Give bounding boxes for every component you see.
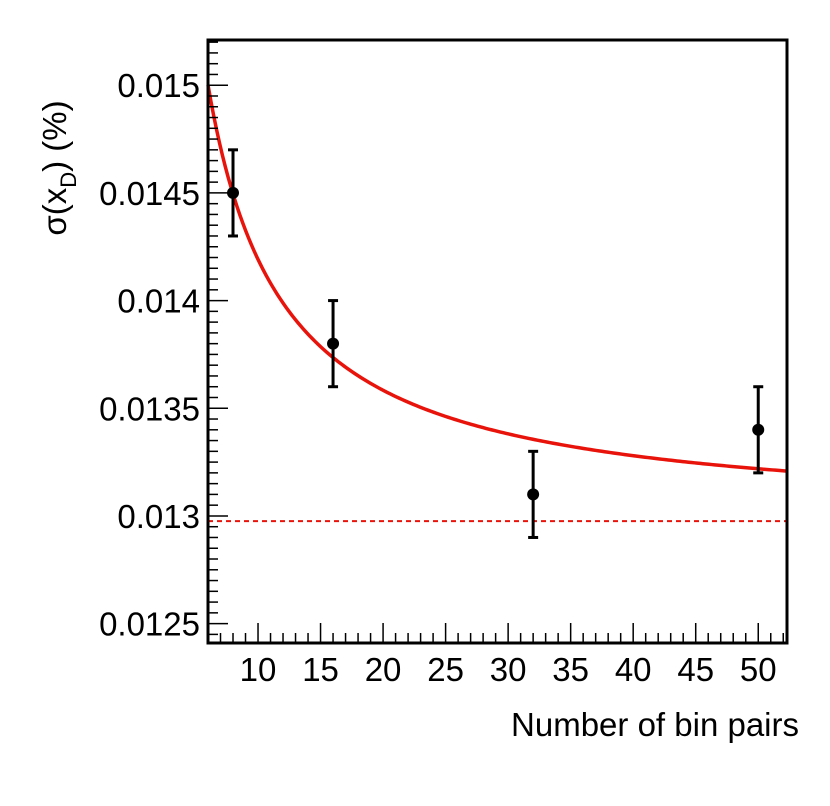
data-marker — [752, 423, 765, 436]
y-tick-label: 0.013 — [117, 498, 200, 535]
x-tick-label: 40 — [615, 651, 652, 688]
data-point-1 — [227, 148, 240, 238]
y-tick-label: 0.0145 — [99, 175, 200, 212]
y-axis-title: σ(xD) (%) — [36, 100, 81, 235]
y-axis-title-tail: ) (%) — [36, 100, 73, 171]
y-tick-label: 0.015 — [117, 67, 200, 104]
labels-layer: 10 15 20 25 30 35 40 45 50 0.0125 0.013 0.0135 0.014… — [99, 67, 777, 688]
x-axis-title: Number of bin pairs — [511, 706, 799, 743]
fit-curve — [206, 84, 788, 473]
y-tick-label: 0.0135 — [99, 390, 200, 427]
data-point-3 — [527, 449, 540, 539]
x-tick-label: 15 — [302, 651, 339, 688]
fit-layer — [206, 84, 788, 523]
data-point-4 — [752, 385, 765, 475]
points-layer — [227, 148, 765, 539]
x-tick-label: 10 — [240, 651, 277, 688]
axes-layer — [206, 38, 789, 645]
data-point-2 — [327, 299, 340, 389]
data-marker — [327, 337, 340, 350]
y-axis-title-sub: D — [56, 172, 81, 188]
y-tick-label: 0.014 — [117, 283, 200, 320]
x-tick-label: 45 — [677, 651, 714, 688]
x-tick-label: 25 — [427, 651, 464, 688]
x-tick-label: 35 — [552, 651, 589, 688]
data-marker — [227, 186, 240, 199]
x-tick-label: 30 — [490, 651, 527, 688]
data-marker — [527, 488, 540, 501]
y-axis-title-main: σ(x — [36, 187, 73, 235]
plot-frame — [206, 38, 789, 645]
x-tick-label: 50 — [740, 651, 777, 688]
y-tick-label: 0.0125 — [99, 606, 200, 643]
x-tick-label: 20 — [365, 651, 402, 688]
